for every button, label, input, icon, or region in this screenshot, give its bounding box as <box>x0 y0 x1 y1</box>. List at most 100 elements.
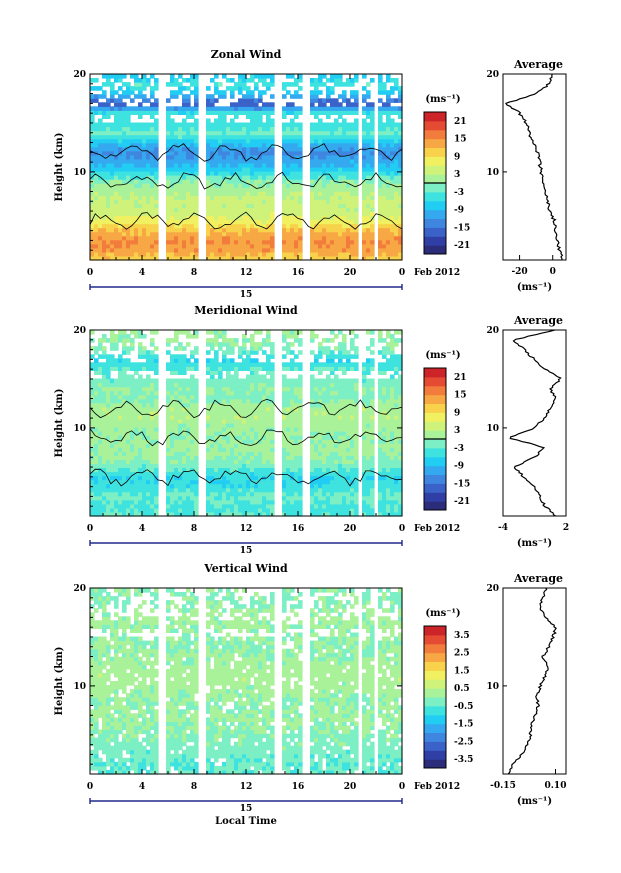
heatmap-cell <box>102 451 107 456</box>
heatmap-cell <box>154 479 159 485</box>
heatmap-cell <box>342 134 347 140</box>
heatmap-cell <box>94 247 99 253</box>
heatmap-cell <box>130 86 135 91</box>
heatmap-cell <box>118 219 123 225</box>
heatmap-cell <box>298 106 303 111</box>
heatmap-cell <box>386 203 391 208</box>
heatmap-cell <box>118 366 123 371</box>
heatmap-cell <box>346 78 351 83</box>
heatmap-cell <box>262 195 267 200</box>
heatmap-cell <box>166 122 171 128</box>
heatmap-cell <box>174 507 179 513</box>
heatmap-cell <box>106 431 111 436</box>
heatmap-cell <box>246 199 251 204</box>
heatmap-cell <box>194 512 199 517</box>
heatmap-cell <box>178 86 183 91</box>
heatmap-cell <box>150 247 155 253</box>
heatmap-cell <box>238 386 243 392</box>
heatmap-cell <box>182 366 187 371</box>
heatmap-cell <box>210 207 215 212</box>
heatmap-cell <box>234 475 239 481</box>
heatmap-cell <box>126 459 131 464</box>
heatmap-cell <box>218 207 223 212</box>
heatmap-cell <box>246 94 251 99</box>
heatmap-cell <box>338 187 343 192</box>
heatmap-cell <box>102 82 107 87</box>
heatmap-cell <box>286 138 291 144</box>
heatmap-cell <box>222 183 227 188</box>
heatmap-cell <box>234 134 239 140</box>
heatmap-cell <box>106 138 111 144</box>
heatmap-cell <box>258 414 263 420</box>
heatmap-cell <box>98 231 103 237</box>
heatmap-cell <box>366 235 371 241</box>
heatmap-cell <box>238 199 243 204</box>
heatmap-cell <box>170 390 175 396</box>
heatmap-cell <box>98 483 103 489</box>
heatmap-cell <box>262 459 267 464</box>
heatmap-cell <box>390 150 395 156</box>
heatmap-cell <box>114 150 119 156</box>
heatmap-cell <box>238 455 243 460</box>
heatmap-cell <box>126 398 131 404</box>
heatmap-cell <box>238 378 243 384</box>
heatmap-cell <box>250 163 255 168</box>
colorbar-tick-label: 3 <box>454 170 460 180</box>
heatmap-cell <box>122 94 127 99</box>
heatmap-cell <box>146 503 151 509</box>
heatmap-cell <box>110 142 115 148</box>
heatmap-cell <box>102 251 107 257</box>
heatmap-cell <box>174 362 179 367</box>
heatmap-cell <box>142 175 147 180</box>
heatmap-cell <box>186 459 191 464</box>
heatmap-cell <box>106 423 111 428</box>
heatmap-cell <box>130 251 135 257</box>
heatmap-cell <box>154 491 159 497</box>
heatmap-cell <box>226 467 231 473</box>
heatmap-cell <box>262 507 267 513</box>
heatmap-cell <box>254 370 259 375</box>
heatmap-cell <box>194 74 199 79</box>
heatmap-cell <box>390 215 395 221</box>
heatmap-cell <box>114 435 119 440</box>
heatmap-cell <box>266 251 271 257</box>
heatmap-cell <box>118 235 123 241</box>
heatmap-cell <box>190 378 195 384</box>
heatmap-cell <box>218 235 223 241</box>
heatmap-cell <box>206 122 211 128</box>
heatmap-cell <box>222 171 227 176</box>
heatmap-cell <box>266 142 271 148</box>
heatmap-cell <box>218 187 223 192</box>
heatmap-cell <box>234 150 239 156</box>
heatmap-cell <box>334 227 339 233</box>
heatmap-cell <box>182 98 187 103</box>
heatmap-cell <box>262 191 267 196</box>
heatmap-cell <box>190 495 195 501</box>
heatmap-cell <box>214 122 219 128</box>
heatmap-cell <box>174 167 179 172</box>
heatmap-cell <box>394 231 399 237</box>
heatmap-cell <box>218 138 223 144</box>
heatmap-cell <box>122 467 127 473</box>
heatmap-cell <box>342 158 347 164</box>
heatmap-cell <box>250 215 255 221</box>
heatmap-cell <box>262 134 267 140</box>
heatmap-cell <box>322 74 327 79</box>
heatmap-cell <box>398 158 403 164</box>
heatmap-cell <box>290 191 295 196</box>
heatmap-cell <box>126 487 131 493</box>
heatmap-cell <box>314 334 319 339</box>
heatmap-cell <box>150 394 155 400</box>
heatmap-cell <box>178 491 183 497</box>
heatmap-cell <box>246 235 251 241</box>
heatmap-cell <box>250 475 255 481</box>
heatmap-cell <box>362 98 367 103</box>
heatmap-cell <box>146 239 151 245</box>
heatmap-cell <box>154 423 159 428</box>
heatmap-cell <box>150 447 155 452</box>
heatmap-cell <box>350 138 355 144</box>
heatmap-cell <box>270 227 275 233</box>
heatmap-cell <box>398 211 403 217</box>
heatmap-cell <box>90 402 95 408</box>
heatmap-cell <box>206 483 211 489</box>
